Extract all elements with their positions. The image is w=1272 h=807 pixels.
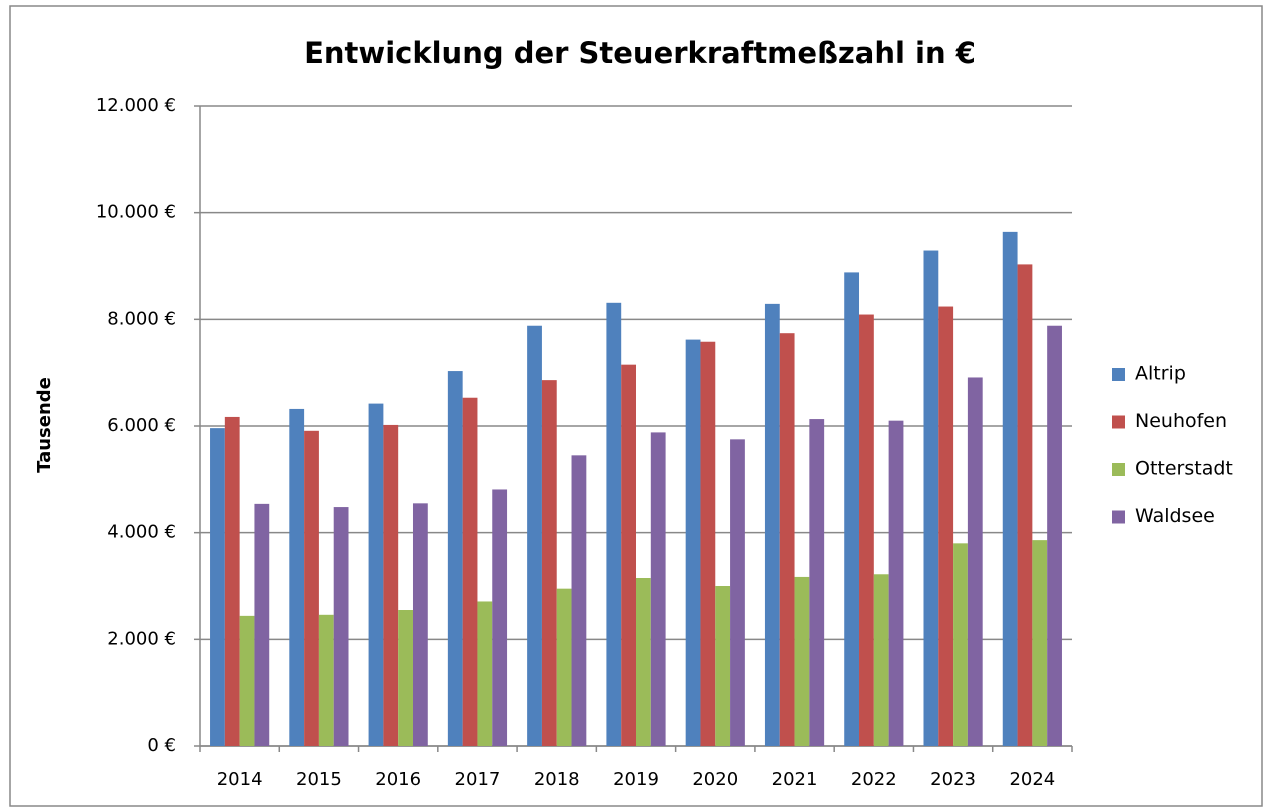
y-axis-label: Tausende [34,377,55,473]
bar [318,614,334,746]
bar [210,428,225,746]
x-tick-label: 2021 [772,769,818,790]
x-tick-label: 2016 [375,769,421,790]
bar [412,503,428,746]
x-tick-label: 2022 [851,769,897,790]
y-tick-label: 0 € [147,735,176,756]
bar [764,303,780,746]
bar [888,420,904,746]
bar [571,455,587,746]
bar [923,250,939,747]
bar [239,615,255,746]
bar [953,543,968,746]
bar [462,397,478,746]
bar [556,588,572,746]
bar [477,601,493,746]
bar [1017,264,1033,746]
x-tick-label: 2017 [455,769,501,790]
legend-label: Altrip [1135,363,1186,385]
bar [333,507,349,746]
bar [368,403,384,746]
legend-swatch [1112,463,1125,476]
y-tick-label: 10.000 € [96,202,176,223]
legend-swatch [1112,510,1125,524]
chart-title: Entwicklung der Steuerkraftmeßzahl in € [304,36,976,70]
bar [779,333,795,746]
bar [383,424,399,746]
bar [794,576,810,746]
legend-swatch [1112,415,1125,429]
bar [1047,325,1062,746]
legend-label: Waldsee [1135,505,1215,527]
bar [636,578,651,746]
bar [527,325,542,746]
bar [809,419,825,746]
bar [844,272,860,746]
legend-label: Neuhofen [1135,410,1227,432]
bar [685,339,701,746]
bar [447,371,463,746]
bar [224,416,240,746]
bar [938,306,954,746]
x-tick-label: 2024 [1009,769,1055,790]
bar [1032,540,1048,746]
x-tick-label: 2018 [534,769,580,790]
legend-swatch [1112,368,1125,381]
bar [492,489,508,746]
bar [700,341,716,746]
x-tick-label: 2020 [692,769,738,790]
y-tick-label: 12.000 € [96,95,176,116]
x-tick-label: 2019 [613,769,659,790]
y-tick-label: 6.000 € [107,415,176,436]
bar [650,432,666,746]
bar [730,439,745,746]
bar [967,377,983,746]
bar [621,364,636,746]
y-tick-label: 2.000 € [107,628,176,649]
legend-label: Otterstadt [1135,458,1233,480]
y-tick-label: 4.000 € [107,522,176,543]
x-tick-label: 2023 [930,769,976,790]
bar [715,586,731,746]
bar [873,574,889,746]
bar [1002,231,1018,746]
bar [254,503,270,746]
bar [859,314,874,746]
bar [289,408,305,746]
y-tick-label: 8.000 € [107,308,176,329]
x-tick-label: 2014 [217,769,263,790]
bar [304,430,319,746]
bar [398,610,413,746]
bar [541,380,557,746]
x-tick-label: 2015 [296,769,342,790]
bar [606,302,622,746]
